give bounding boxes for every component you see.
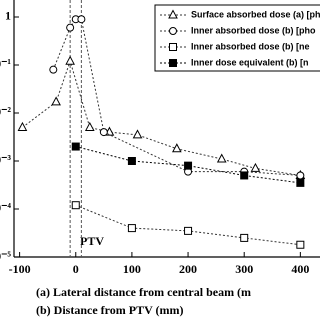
y-tick-label: 10⁻³: [0, 153, 11, 167]
marker: [169, 59, 177, 67]
x-tick-label: 100: [123, 262, 141, 276]
legend-label: Surface absorbed dose (a) [ph: [191, 9, 320, 19]
marker: [84, 121, 95, 131]
legend-label: Inner absorbed dose (b) [ne: [191, 41, 310, 51]
marker: [296, 171, 305, 180]
legend-box: [154, 4, 320, 72]
marker: [184, 226, 193, 235]
x-tick-label: 200: [179, 262, 197, 276]
series-line: [22, 59, 301, 176]
marker: [99, 128, 108, 137]
series-line: [75, 204, 301, 246]
marker: [184, 161, 193, 170]
marker: [51, 96, 61, 106]
x-tick-label: -100: [9, 262, 31, 276]
marker: [171, 143, 182, 153]
legend: Surface absorbed dose (a) [ph Inner absor…: [154, 4, 320, 72]
marker: [240, 171, 249, 180]
y-tick-label: 10⁻⁴: [0, 201, 11, 215]
marker: [77, 15, 86, 24]
x-tick-label: 0: [73, 262, 79, 276]
marker: [296, 178, 305, 187]
marker: [49, 65, 58, 74]
legend-label: Inner dose equivalent (b) [n: [191, 57, 309, 67]
marker: [127, 156, 136, 165]
marker: [296, 240, 305, 249]
x-axis-label: (b) Distance from PTV (mm): [36, 303, 184, 317]
marker: [168, 9, 178, 19]
legend-label: Inner absorbed dose (b) [pho: [191, 25, 316, 35]
marker: [65, 55, 75, 65]
marker: [216, 153, 227, 163]
marker: [250, 162, 261, 172]
marker: [240, 233, 249, 242]
x-tick-label: 400: [291, 262, 309, 276]
x-axis-label: (a) Lateral distance from central beam (…: [36, 285, 251, 299]
y-tick-label: 10⁻¹: [0, 57, 11, 71]
annotation: PTV: [80, 234, 104, 248]
y-tick-label: 1: [5, 9, 11, 23]
marker: [169, 43, 177, 51]
marker: [71, 201, 80, 210]
marker: [66, 23, 75, 32]
marker: [17, 121, 28, 131]
x-tick-label: 300: [235, 262, 253, 276]
y-tick-label: 10⁻⁵: [0, 249, 11, 263]
y-tick-label: 10⁻²: [0, 105, 11, 119]
marker: [169, 27, 177, 35]
marker: [127, 224, 136, 233]
marker: [71, 142, 80, 151]
marker: [132, 129, 143, 139]
